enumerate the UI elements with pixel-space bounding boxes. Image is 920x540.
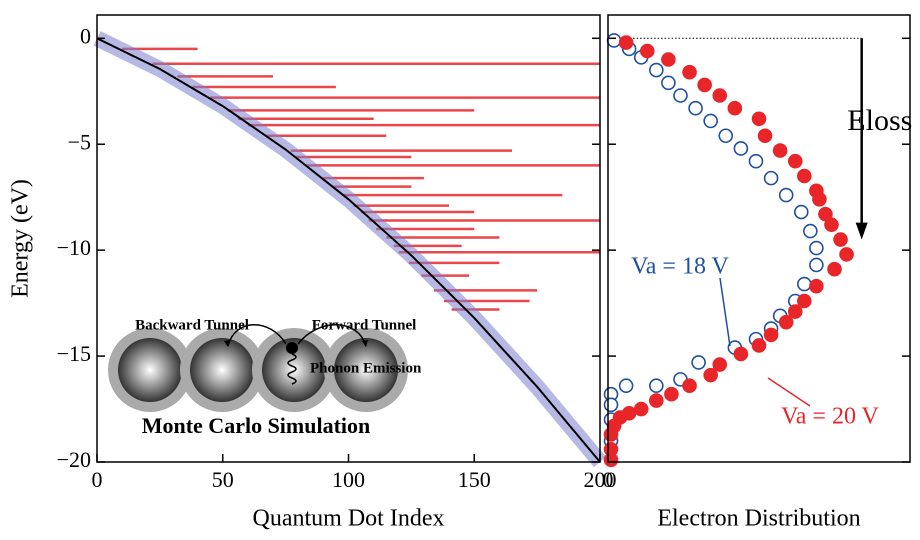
point bbox=[787, 153, 803, 169]
legend-arrow bbox=[767, 377, 811, 407]
point bbox=[793, 204, 809, 220]
x-axis-label: Electron Distribution bbox=[657, 506, 860, 532]
point bbox=[618, 35, 634, 50]
point bbox=[796, 168, 812, 184]
point bbox=[751, 338, 767, 353]
y-tick-label: −15 bbox=[57, 341, 91, 366]
point bbox=[827, 261, 842, 277]
point bbox=[757, 128, 773, 144]
point bbox=[778, 187, 794, 203]
e-loss-arrowhead bbox=[855, 222, 868, 240]
legend-label: Va = 18 V bbox=[631, 254, 729, 280]
point bbox=[824, 217, 839, 233]
y-tick-label: 0 bbox=[80, 23, 91, 48]
point bbox=[763, 327, 779, 343]
legend-arrow bbox=[719, 277, 731, 347]
x-tick-label: 100 bbox=[332, 467, 365, 492]
x-tick-label: 0 bbox=[603, 467, 614, 492]
point bbox=[809, 240, 824, 256]
point bbox=[633, 401, 649, 417]
x-tick-label: 50 bbox=[212, 467, 234, 492]
annotation: Forward Tunnel bbox=[312, 317, 417, 333]
point bbox=[688, 100, 703, 116]
annotation: Phonon Emission bbox=[310, 360, 422, 376]
point bbox=[751, 111, 767, 127]
point bbox=[733, 346, 749, 362]
point bbox=[733, 141, 749, 156]
point bbox=[639, 43, 655, 59]
point bbox=[712, 88, 728, 103]
point bbox=[682, 378, 697, 394]
point bbox=[833, 232, 848, 247]
point bbox=[606, 33, 622, 48]
point bbox=[603, 452, 619, 468]
point bbox=[718, 128, 734, 144]
point bbox=[673, 88, 688, 103]
y-tick-label: −10 bbox=[57, 235, 91, 260]
e-loss-label: Eloss bbox=[847, 104, 912, 137]
point bbox=[703, 367, 718, 383]
point bbox=[603, 397, 619, 413]
point bbox=[803, 223, 818, 239]
annotation: Monte Carlo Simulation bbox=[142, 413, 371, 438]
point bbox=[796, 293, 812, 309]
legend-label: Va = 20 V bbox=[781, 404, 879, 430]
point bbox=[812, 192, 827, 207]
x-axis-label: Quantum Dot Index bbox=[253, 506, 445, 532]
x-tick-label: 0 bbox=[92, 467, 103, 492]
point bbox=[763, 170, 779, 186]
point bbox=[603, 427, 619, 442]
y-axis-label: Energy (eV) bbox=[8, 179, 34, 298]
point bbox=[809, 257, 824, 273]
point bbox=[809, 278, 824, 294]
plot-frame bbox=[607, 14, 911, 463]
point bbox=[618, 378, 634, 394]
point bbox=[697, 77, 712, 93]
inset bbox=[108, 324, 408, 412]
left-panel: Energy (eV) 0 50 100 150 200 −20 −15 −10 −5 0 Quant… bbox=[8, 14, 617, 532]
x-tick-label: 150 bbox=[458, 467, 491, 492]
x-tick-label: 200 bbox=[584, 467, 617, 492]
point bbox=[796, 276, 812, 292]
point bbox=[691, 355, 706, 370]
point bbox=[748, 153, 764, 169]
point bbox=[682, 64, 697, 80]
point bbox=[772, 143, 788, 158]
point bbox=[839, 247, 854, 262]
y-tick-label: −20 bbox=[57, 447, 91, 472]
point bbox=[664, 386, 679, 402]
point bbox=[649, 378, 664, 394]
point bbox=[649, 62, 664, 78]
point bbox=[661, 75, 676, 91]
energy-curve bbox=[96, 37, 601, 463]
point bbox=[703, 113, 718, 129]
point bbox=[787, 304, 803, 319]
annotation: Backward Tunnel bbox=[135, 317, 249, 333]
point bbox=[712, 357, 728, 372]
point bbox=[778, 314, 794, 330]
point bbox=[661, 52, 676, 67]
plot-frame bbox=[96, 14, 601, 463]
right-panel: Eloss Va = 18 V Va = 20 V 0 Electron Distrib… bbox=[603, 14, 912, 532]
y-tick-label: −5 bbox=[68, 129, 91, 154]
point bbox=[727, 100, 743, 116]
point bbox=[649, 393, 664, 408]
